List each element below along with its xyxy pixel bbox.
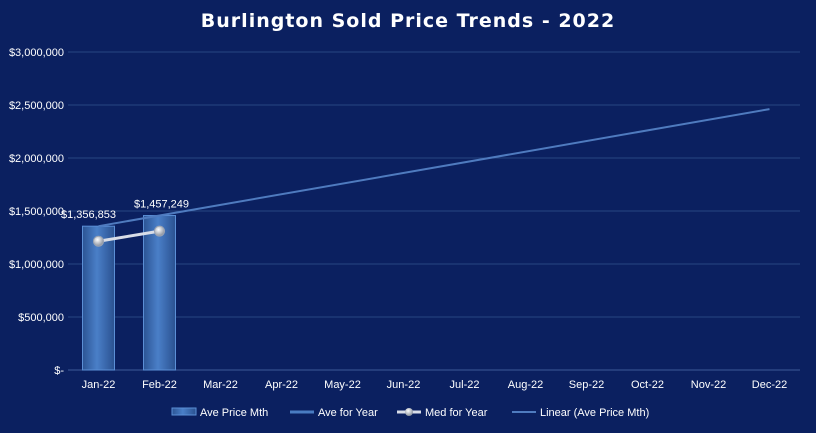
x-tick-label: Nov-22 [691,379,726,391]
legend-label: Med for Year [425,407,488,419]
y-tick-label: $3,000,000 [9,47,64,59]
legend-label: Linear (Ave Price Mth) [540,407,649,419]
x-tick-label: Aug-22 [508,379,543,391]
gridlines [68,51,800,371]
data-labels: $1,356,853 $1,457,249 [61,199,189,222]
legend-swatch [171,407,197,416]
x-tick-label: Feb-22 [142,379,177,391]
x-tick-label: Jan-22 [82,379,116,391]
median-line [98,229,160,243]
x-axis-ticks: Jan-22 Feb-22 Mar-22 Apr-22 May-22 Jun-22 Jul-… [82,379,788,391]
bar [143,215,176,371]
data-label: $1,356,853 [61,209,116,221]
y-tick-label: $1,500,000 [9,206,64,218]
y-tick-label: $500,000 [18,312,64,324]
median-series [93,225,165,247]
x-tick-label: Oct-22 [631,379,664,391]
x-tick-label: May-22 [324,379,361,391]
x-tick-label: Mar-22 [203,379,238,391]
legend-label: Ave Price Mth [200,407,268,419]
x-tick-label: Sep-22 [569,379,604,391]
trendline [98,108,770,228]
y-tick-label: $- [54,365,64,377]
y-tick-label: $1,000,000 [9,259,64,271]
median-point [93,235,104,247]
legend: Ave Price Mth Ave for Year Med for Year Lin… [171,407,649,419]
data-label: $1,457,249 [134,199,189,211]
bar [82,225,115,371]
x-tick-label: Jun-22 [387,379,421,391]
y-tick-label: $2,500,000 [9,100,64,112]
chart-title: Burlington Sold Price Trends - 2022 [200,10,616,32]
trendline-series [98,108,770,228]
median-point [154,225,165,237]
y-axis-ticks: $- $500,000 $1,000,000 $1,500,000 $2,000,000… [9,47,64,377]
y-tick-label: $2,000,000 [9,153,64,165]
x-tick-label: Dec-22 [752,379,787,391]
x-tick-label: Apr-22 [265,379,298,391]
legend-label: Ave for Year [318,407,378,419]
x-tick-label: Jul-22 [450,379,480,391]
legend-marker [405,408,413,416]
